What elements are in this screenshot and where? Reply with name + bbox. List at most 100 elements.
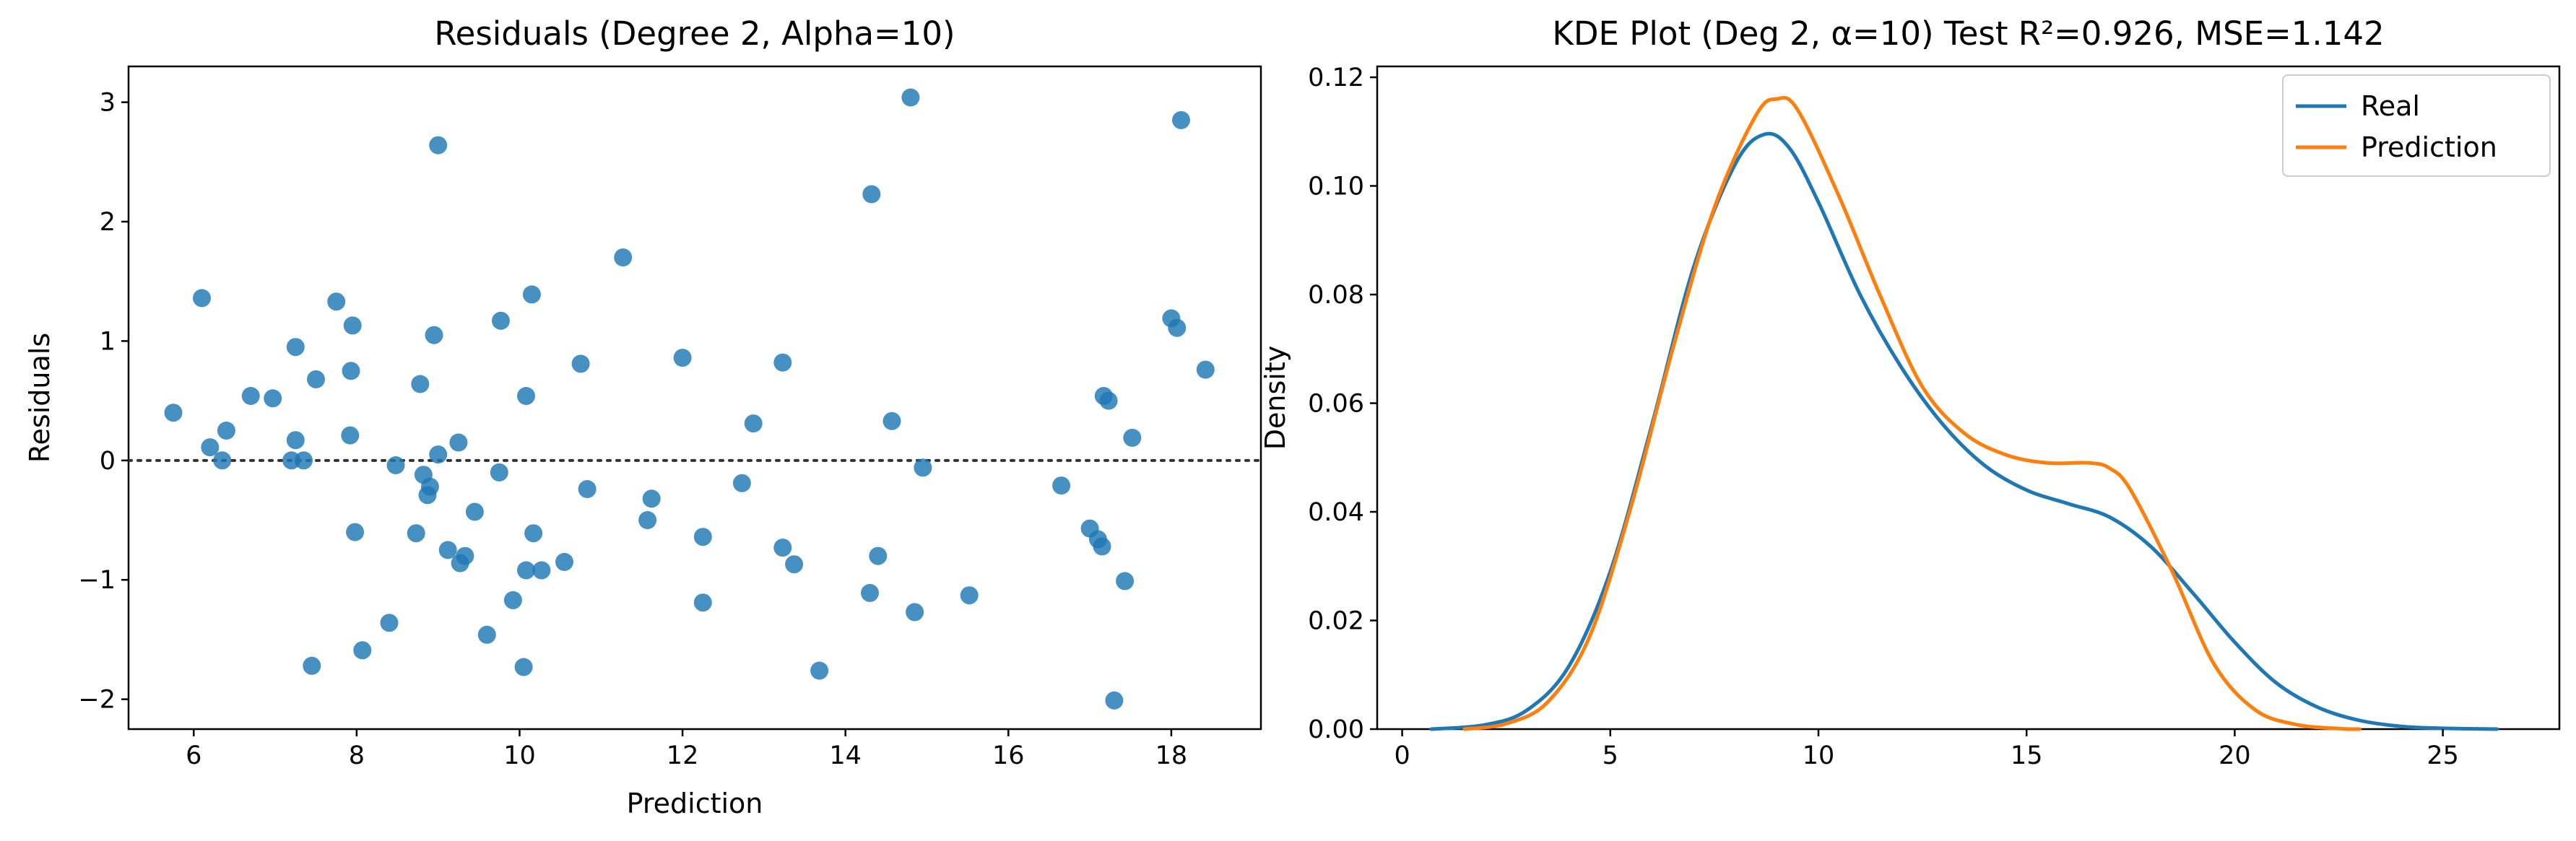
residual-point: [571, 354, 590, 373]
residual-point: [201, 438, 220, 457]
kde-y-ticks: 0.00 0.02 0.04 0.06 0.08 0.10 0.12: [1308, 64, 1377, 744]
residuals-title: Residuals (Degree 2, Alpha=10): [434, 14, 955, 53]
residual-point: [785, 555, 804, 574]
residual-point: [477, 625, 496, 644]
residuals-x-ticks: 6 8 10 12 14 16 18: [186, 729, 1187, 770]
residual-point: [693, 593, 712, 612]
residual-point: [1196, 360, 1215, 379]
residual-point: [578, 480, 597, 498]
residual-point: [429, 445, 448, 464]
residual-point: [217, 422, 235, 440]
y-tick-label: 0.06: [1308, 390, 1364, 419]
residual-point: [503, 591, 522, 609]
residual-point: [456, 546, 474, 565]
residual-point: [810, 661, 829, 680]
legend-prediction-label: Prediction: [2361, 131, 2497, 163]
kde-panel: KDE Plot (Deg 2, α=10) Test R²=0.926, MS…: [1259, 14, 2561, 770]
x-tick-label: 15: [2011, 741, 2043, 770]
residual-point: [638, 511, 657, 529]
residual-point: [744, 414, 763, 433]
residual-point: [380, 614, 399, 632]
y-tick-label: 0.10: [1308, 173, 1364, 201]
kde-legend: Real Prediction: [2282, 74, 2551, 177]
x-tick-label: 14: [829, 741, 862, 770]
residual-point: [307, 370, 325, 388]
residual-point: [264, 389, 282, 408]
residual-point: [914, 458, 932, 477]
residual-point: [303, 656, 321, 675]
residual-point: [492, 311, 510, 330]
residual-point: [869, 546, 888, 565]
residual-point: [773, 539, 792, 557]
residual-point: [1099, 391, 1118, 410]
residual-point: [286, 338, 305, 357]
residual-points: [164, 88, 1215, 710]
residual-point: [901, 88, 920, 107]
x-tick-label: 5: [1603, 741, 1618, 770]
residual-point: [346, 523, 365, 541]
legend-real-label: Real: [2361, 90, 2420, 122]
legend-box: [2282, 74, 2551, 177]
kde-y-label: Density: [1259, 346, 1291, 450]
residual-point: [732, 474, 751, 492]
residual-point: [532, 561, 551, 580]
residual-point: [420, 477, 439, 496]
residual-point: [164, 404, 183, 422]
x-tick-label: 6: [186, 741, 201, 770]
residual-point: [295, 451, 313, 470]
residual-point: [425, 326, 443, 344]
residual-point: [522, 285, 541, 304]
x-tick-label: 10: [1803, 741, 1835, 770]
kde-x-ticks: 0 5 10 15 20 25: [1394, 729, 2459, 770]
residual-point: [193, 289, 211, 308]
residual-point: [213, 451, 232, 470]
residual-point: [343, 316, 362, 335]
residuals-y-ticks: −2 −1 0 1 2 3: [78, 89, 129, 715]
residual-point: [353, 641, 372, 660]
residual-point: [1168, 318, 1187, 337]
residual-point: [438, 541, 457, 559]
residuals-panel: Residuals (Degree 2, Alpha=10) 6 8 10 12 14 1…: [24, 14, 1262, 819]
residual-point: [1052, 476, 1071, 495]
residual-point: [411, 375, 430, 393]
residual-point: [906, 603, 924, 622]
residual-point: [517, 387, 535, 405]
y-tick-label: 0.12: [1308, 64, 1364, 92]
residual-point: [1093, 537, 1111, 556]
kde-curves: [1429, 95, 2499, 731]
y-tick-label: 3: [100, 89, 116, 118]
residual-point: [327, 292, 346, 311]
y-tick-label: −1: [78, 566, 116, 595]
residual-point: [342, 362, 360, 380]
residual-point: [341, 426, 360, 445]
residual-point: [1172, 110, 1190, 129]
y-tick-label: 1: [100, 327, 116, 356]
residual-point: [960, 586, 979, 605]
residual-point: [1123, 428, 1142, 447]
residual-point: [241, 387, 260, 405]
x-tick-label: 0: [1394, 741, 1410, 770]
residuals-y-label: Residuals: [24, 333, 56, 463]
residual-point: [693, 528, 712, 546]
residual-point: [614, 248, 633, 267]
y-tick-label: 0.00: [1308, 715, 1364, 744]
residual-point: [524, 524, 543, 543]
residual-point: [555, 552, 573, 571]
residual-point: [386, 456, 405, 474]
residual-point: [429, 136, 448, 154]
y-tick-label: 0.02: [1308, 607, 1364, 636]
residual-point: [861, 583, 879, 602]
residual-point: [773, 353, 792, 372]
residual-point: [862, 185, 881, 204]
x-tick-label: 10: [503, 741, 536, 770]
y-tick-label: 0.04: [1308, 498, 1364, 527]
residual-point: [407, 524, 425, 543]
residual-point: [882, 411, 901, 430]
y-tick-label: 0: [100, 447, 116, 476]
residual-point: [673, 349, 692, 367]
residual-point: [1105, 691, 1124, 710]
x-tick-label: 18: [1155, 741, 1188, 770]
residuals-axes-frame: [127, 65, 1262, 731]
x-tick-label: 12: [667, 741, 699, 770]
